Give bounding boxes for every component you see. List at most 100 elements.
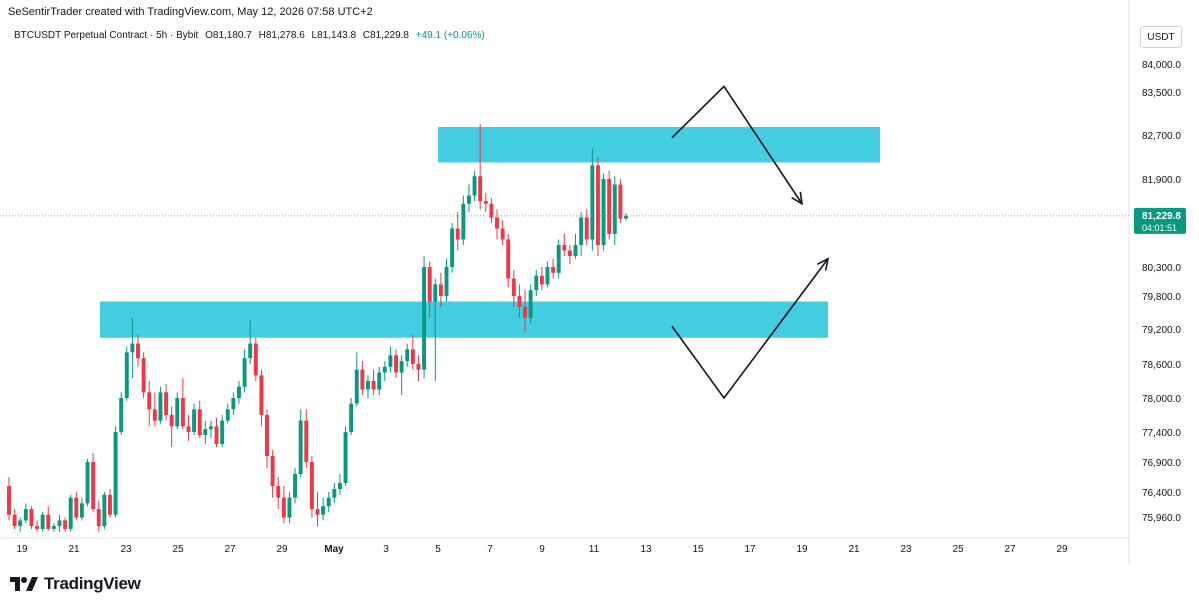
candle-body <box>29 509 34 527</box>
last-price-label: 81,229.8 <box>1142 211 1181 222</box>
candle-body <box>35 526 40 529</box>
candle <box>366 375 370 398</box>
candle-body <box>534 275 539 291</box>
time-tick-label: 21 <box>848 544 860 555</box>
candle-body <box>237 386 241 398</box>
time-tick-label: 25 <box>952 544 964 555</box>
time-tick-label: 9 <box>539 544 545 555</box>
candle <box>180 378 185 430</box>
candle <box>321 497 326 521</box>
candle-body <box>489 203 494 218</box>
price-tick-label: 79,800.0 <box>1142 292 1181 303</box>
candle <box>304 409 309 468</box>
candle <box>551 258 556 279</box>
candle <box>539 267 544 291</box>
candle <box>46 506 51 531</box>
candle <box>248 320 253 364</box>
candle <box>253 337 258 381</box>
candle-body <box>433 284 438 302</box>
candle <box>517 284 522 318</box>
candle-body <box>354 369 359 404</box>
candle <box>315 492 320 527</box>
last-price-badge: 81,229.804:01:51 <box>1134 207 1186 234</box>
candle-body <box>79 503 84 518</box>
candle-body <box>203 429 208 435</box>
candle-body <box>12 514 17 527</box>
candle <box>590 148 595 251</box>
candle-body <box>113 432 118 515</box>
candle <box>416 355 421 381</box>
tradingview-logo[interactable]: TradingView <box>10 574 141 594</box>
candle <box>113 426 118 518</box>
price-tick-label: 84,000.0 <box>1142 60 1181 71</box>
candle <box>326 492 331 512</box>
candle <box>495 209 499 240</box>
candle-body <box>377 372 382 390</box>
time-tick-label: 29 <box>276 544 288 555</box>
candle-body <box>579 217 584 245</box>
candle-body <box>551 267 556 273</box>
candle <box>119 392 124 435</box>
candle <box>337 474 342 495</box>
candle-body <box>450 228 455 267</box>
candle-body <box>68 497 73 529</box>
candle <box>332 483 337 504</box>
candle-body <box>309 462 314 510</box>
time-tick-label: 29 <box>1056 544 1068 555</box>
candle <box>192 403 197 435</box>
zone-resistance <box>438 126 880 163</box>
candle-body <box>270 456 275 486</box>
candle-body <box>51 526 56 529</box>
projection-arrowhead <box>816 257 830 271</box>
candle-body <box>298 420 303 474</box>
price-tick-label: 78,600.0 <box>1142 360 1181 371</box>
candle-body <box>556 245 561 273</box>
candle-body <box>46 514 51 529</box>
candle-body <box>422 267 427 370</box>
candle <box>124 346 129 401</box>
candle <box>63 517 68 532</box>
candle <box>595 157 600 256</box>
time-tick-label: 15 <box>692 544 704 555</box>
time-tick-label: 23 <box>120 544 132 555</box>
symbol-name[interactable]: BTCUSDT Perpetual Contract · 5h · Bybit <box>14 30 199 41</box>
candle <box>152 392 157 427</box>
candle-body <box>567 250 572 256</box>
currency-button[interactable]: USDT <box>1140 26 1182 48</box>
candle-body <box>108 494 112 515</box>
candle <box>528 284 533 324</box>
candle-body <box>18 520 23 527</box>
candle-body <box>287 497 292 518</box>
candle-body <box>40 514 45 529</box>
candle-body <box>523 307 527 318</box>
candle <box>220 415 225 447</box>
candle <box>573 234 578 259</box>
candle-body <box>225 409 230 421</box>
candle-body <box>220 420 225 444</box>
price-tick-label: 76,400.0 <box>1142 488 1181 499</box>
time-tick-label: 17 <box>744 544 756 555</box>
candle-body <box>478 176 483 201</box>
candle-body <box>130 343 135 353</box>
candle-body <box>186 426 191 432</box>
candle-body <box>388 355 393 367</box>
candle-body <box>180 398 185 427</box>
candle-body <box>545 267 550 285</box>
candle-body <box>618 184 623 219</box>
candle <box>197 400 202 438</box>
candle-body <box>214 426 219 444</box>
candle-body <box>7 486 11 515</box>
candle-body <box>455 228 460 240</box>
candle <box>102 492 107 529</box>
candle-body <box>612 184 617 234</box>
candle-body <box>74 497 79 518</box>
candle <box>23 503 28 524</box>
candle <box>225 403 230 424</box>
candle-body <box>438 284 443 296</box>
candle <box>354 352 359 407</box>
candle-body <box>495 217 499 229</box>
candle <box>579 212 584 256</box>
candle <box>584 209 589 245</box>
candle <box>422 256 427 379</box>
